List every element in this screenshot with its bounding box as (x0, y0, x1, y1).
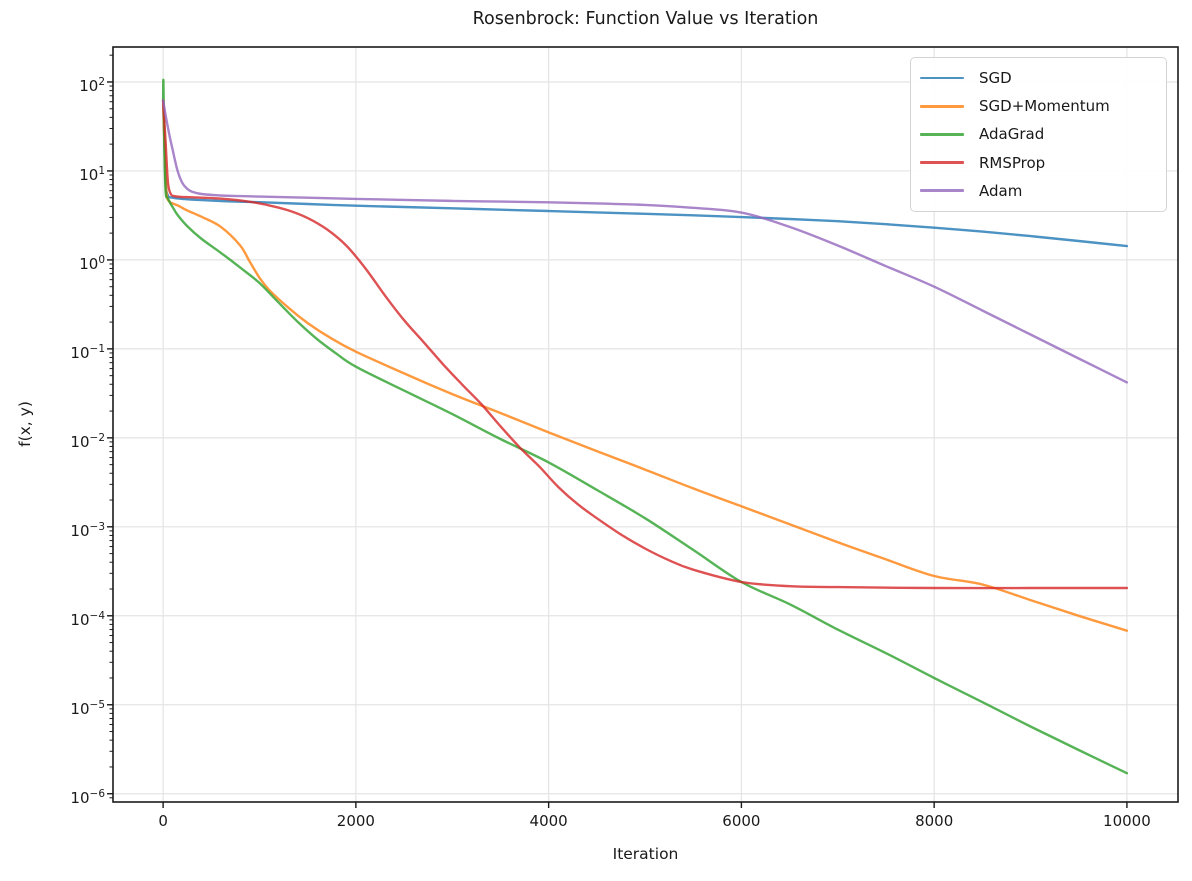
y-tick-label: 10−2 (70, 431, 105, 451)
y-tick-label: 100 (79, 253, 105, 273)
y-axis-label: f(x, y) (16, 401, 34, 447)
series-line-sgd-momentum (161, 99, 1129, 632)
y-tick-label: 102 (79, 75, 105, 95)
x-axis-label: Iteration (612, 845, 679, 863)
x-tick-label: 10000 (1103, 812, 1151, 830)
y-tick-label: 10−5 (70, 698, 105, 718)
legend-item-adam: Adam (920, 182, 1166, 200)
legend-label-sgd: SGD (979, 69, 1012, 88)
legend-label-adagrad: AdaGrad (979, 125, 1045, 144)
y-tick-label: 10−4 (70, 609, 105, 629)
chart-title: Rosenbrock: Function Value vs Iteration (472, 9, 819, 29)
legend-swatch-sgd-momentum (920, 104, 964, 108)
x-tick-label: 4000 (529, 812, 568, 830)
legend-swatch-sgd (920, 76, 964, 80)
x-tick-label: 2000 (336, 812, 375, 830)
legend-swatch-adam (920, 189, 964, 193)
series-line-adagrad (161, 78, 1129, 775)
series-line-rmsprop (161, 99, 1129, 590)
x-tick-label: 0 (158, 812, 168, 830)
series-layer (161, 78, 1129, 775)
legend-label-sgd-momentum: SGD+Momentum (979, 97, 1110, 116)
plot-border (112, 46, 1179, 803)
legend-item-sgd-momentum: SGD+Momentum (920, 97, 1166, 115)
legend: SGD SGD+Momentum AdaGrad RMSProp Adam (910, 57, 1167, 212)
y-tick-label: 101 (79, 164, 105, 184)
legend-item-adagrad: AdaGrad (920, 125, 1166, 143)
y-tick-label: 10−6 (70, 787, 105, 807)
y-tick-label: 10−3 (70, 520, 105, 540)
legend-item-rmsprop: RMSProp (920, 154, 1166, 172)
legend-swatch-adagrad (920, 133, 964, 136)
x-tick-label: 8000 (915, 812, 954, 830)
legend-label-adam: Adam (979, 181, 1023, 200)
legend-swatch-rmsprop (920, 161, 964, 165)
y-tick-label: 10−1 (70, 342, 105, 362)
series-line-sgd (161, 99, 1129, 248)
x-tick-label: 6000 (722, 812, 761, 830)
series-line-adam (161, 99, 1129, 384)
legend-item-sgd: SGD (920, 69, 1166, 87)
legend-label-rmsprop: RMSProp (979, 153, 1046, 172)
